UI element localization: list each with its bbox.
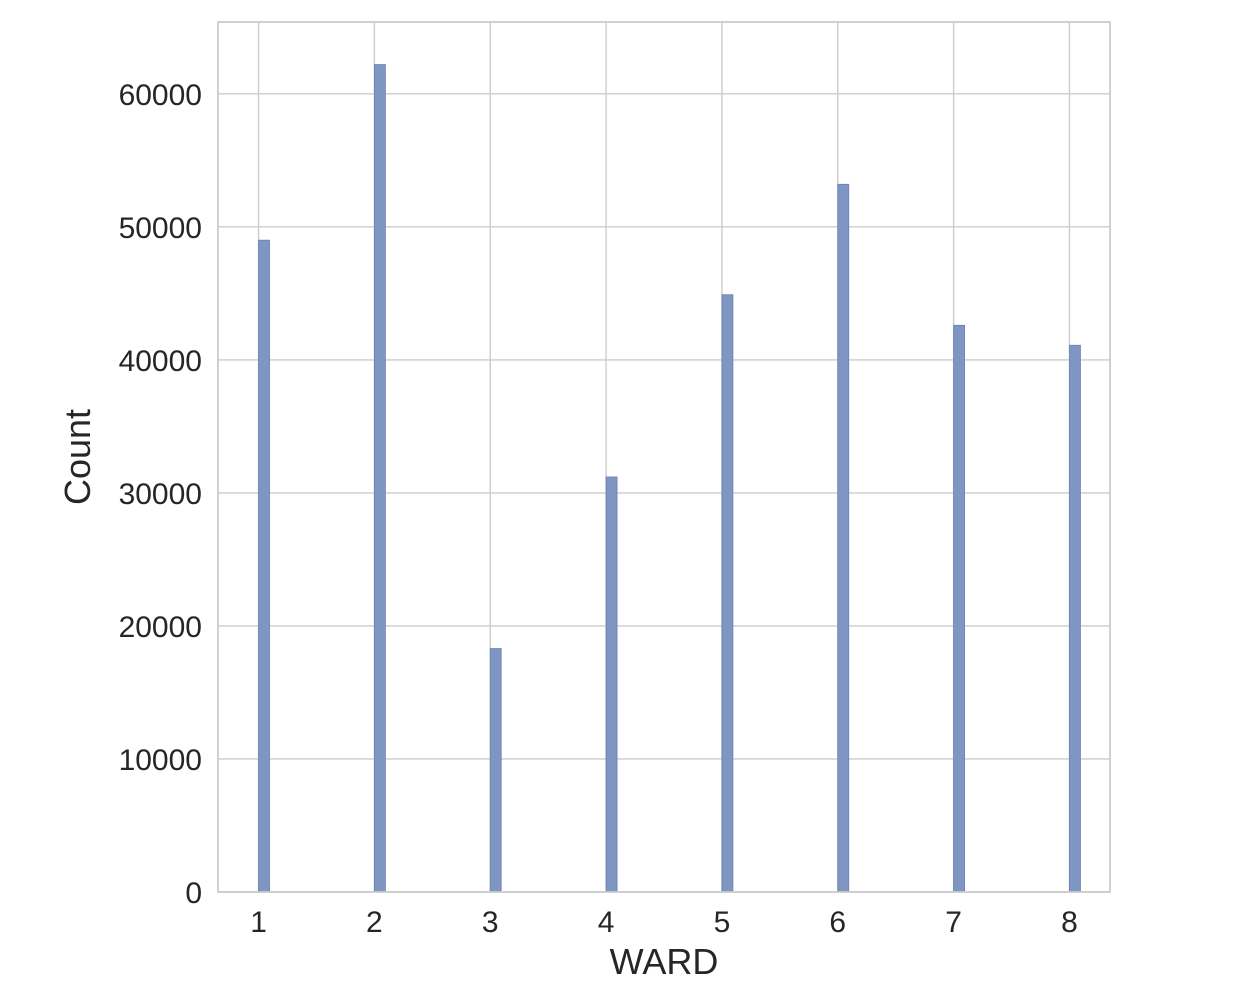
y-tick-labels: 0 10000 20000 30000 40000 50000 60000 <box>119 79 202 910</box>
y-tick-label: 50000 <box>119 212 202 245</box>
y-axis-label: Count <box>57 409 98 505</box>
y-tick-label: 30000 <box>119 478 202 511</box>
x-tick-label: 3 <box>482 906 499 939</box>
y-tick-label: 60000 <box>119 79 202 112</box>
plot-frame <box>217 21 1111 893</box>
x-tick-label: 8 <box>1061 906 1078 939</box>
x-tick-label: 7 <box>945 906 962 939</box>
x-tick-label: 6 <box>829 906 846 939</box>
x-axis-label: WARD <box>610 941 719 982</box>
x-tick-label: 2 <box>366 906 383 939</box>
x-tick-label: 4 <box>598 906 615 939</box>
bar-ward-7 <box>953 324 966 893</box>
x-tick-label: 5 <box>714 906 731 939</box>
x-tick-label: 1 <box>250 906 267 939</box>
y-tick-label: 20000 <box>119 611 202 644</box>
y-tick-label: 40000 <box>119 345 202 378</box>
y-gridlines <box>218 93 1110 893</box>
bar-ward-3 <box>489 648 502 893</box>
y-tick-label: 0 <box>185 877 202 910</box>
bar-ward-8 <box>1069 344 1081 893</box>
bar-ward-2 <box>373 64 386 893</box>
bar-ward-5 <box>721 294 734 893</box>
y-tick-label: 10000 <box>119 744 202 777</box>
bar-ward-1 <box>258 239 270 893</box>
bar-ward-4 <box>605 476 618 893</box>
bar-ward-6 <box>837 183 850 893</box>
bars <box>258 64 1081 893</box>
x-tick-labels: 1 2 3 4 5 6 7 8 <box>250 906 1078 939</box>
